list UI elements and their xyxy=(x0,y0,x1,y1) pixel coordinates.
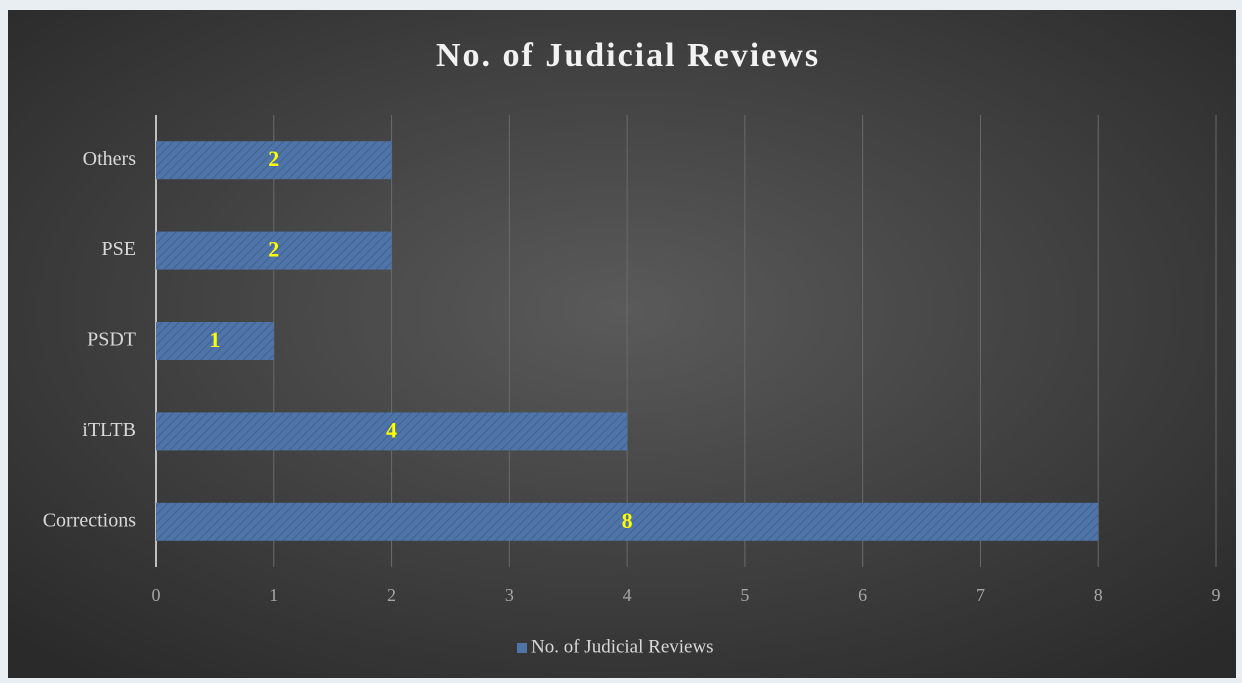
bar-hatch xyxy=(156,322,274,360)
bar-hatch xyxy=(156,141,392,180)
y-tick-label: Corrections xyxy=(43,509,137,531)
data-label: 4 xyxy=(386,417,397,442)
y-tick-label: PSE xyxy=(102,238,136,260)
y-tick-label: Others xyxy=(83,148,137,170)
data-label: 8 xyxy=(622,508,633,533)
bar-hatch xyxy=(156,412,628,451)
bar-hatch xyxy=(156,502,1099,541)
x-tick-label: 3 xyxy=(505,585,514,605)
chart-title: No. of Judicial Reviews xyxy=(436,37,820,74)
data-label: 2 xyxy=(268,237,279,262)
data-label: 2 xyxy=(268,146,279,171)
data-label: 1 xyxy=(209,327,220,352)
x-tick-label: 1 xyxy=(269,585,278,605)
x-tick-label: 2 xyxy=(387,585,396,605)
x-tick-label: 8 xyxy=(1094,585,1103,605)
x-tick-label: 9 xyxy=(1212,585,1221,605)
y-tick-label: iTLTB xyxy=(82,419,136,441)
legend-swatch xyxy=(517,643,527,653)
y-tick-label: PSDT xyxy=(87,329,136,351)
x-tick-label: 6 xyxy=(858,585,867,605)
x-tick-label: 0 xyxy=(152,585,161,605)
x-tick-label: 7 xyxy=(976,585,985,605)
legend-label: No. of Judicial Reviews xyxy=(531,636,714,657)
x-tick-label: 5 xyxy=(740,585,749,605)
x-tick-label: 4 xyxy=(623,585,632,605)
bar-hatch xyxy=(156,231,392,270)
